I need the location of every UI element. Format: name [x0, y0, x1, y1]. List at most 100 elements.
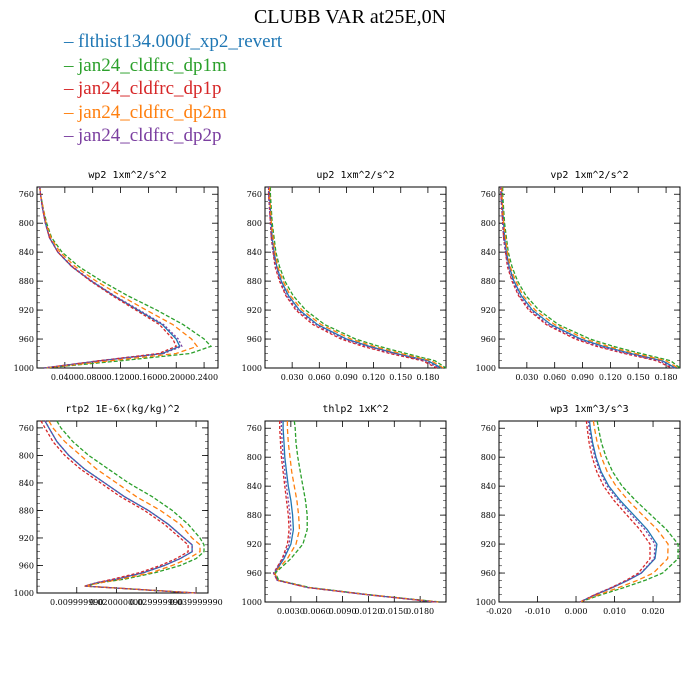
y-tick-label: 880: [481, 511, 496, 520]
y-tick-label: 800: [481, 453, 496, 462]
y-tick-label: 960: [481, 335, 496, 344]
series-line: [501, 187, 676, 369]
series-line: [274, 420, 441, 603]
x-tick-label: 0.000: [565, 607, 588, 616]
y-tick-label: 840: [19, 248, 34, 257]
x-tick-label: 0.2400: [190, 373, 218, 382]
series-line: [44, 420, 197, 594]
figure-title: CLUBB VAR at25E,0N: [253, 6, 447, 28]
x-tick-label: 0.010: [603, 607, 626, 616]
x-tick-label: 0.030: [281, 373, 304, 382]
x-tick-label: 0.0120: [354, 607, 382, 616]
series-line: [39, 186, 183, 369]
y-tick-label: 920: [481, 540, 496, 549]
series-line: [48, 420, 201, 594]
series-line: [579, 420, 679, 603]
x-tick-label: 0.0090: [329, 607, 357, 616]
x-tick-label: 0.009999990: [50, 598, 103, 607]
plot-frame: [36, 420, 209, 594]
panel-title: thlp2 1xK^2: [322, 404, 388, 415]
y-tick-label: 920: [247, 306, 262, 315]
series-line: [500, 187, 674, 369]
legend: – flthist134.000f_xp2_revert – jan24_cldfr…: [64, 30, 282, 148]
series-line: [56, 420, 205, 594]
y-tick-label: 880: [247, 511, 262, 520]
x-tick-label: 0.0150: [380, 607, 408, 616]
y-tick-label: 840: [19, 479, 34, 488]
x-tick-label: 0.029999990: [130, 598, 183, 607]
x-tick-label: 0.060: [543, 373, 566, 382]
legend-item: – jan24_cldfrc_dp2m: [64, 101, 282, 125]
y-tick-label: 1000: [242, 364, 262, 373]
series-line: [500, 187, 672, 369]
y-tick-label: 800: [247, 453, 262, 462]
y-tick-label: 880: [481, 277, 496, 286]
y-tick-label: 840: [481, 248, 496, 257]
series-line: [501, 187, 679, 369]
y-tick-label: 880: [247, 277, 262, 286]
x-tick-label: 0.0400: [51, 373, 79, 382]
panel-title: up2 1xm^2/s^2: [316, 170, 394, 181]
y-tick-label: 840: [247, 248, 262, 257]
legend-label: flthist134.000f_xp2_revert: [78, 31, 283, 52]
series-line: [40, 420, 197, 594]
series-line: [579, 420, 656, 603]
plot-frame: [264, 186, 447, 369]
y-tick-label: 800: [247, 219, 262, 228]
x-tick-label: 0.030: [515, 373, 538, 382]
legend-line-icon: –: [64, 125, 74, 146]
series-line: [272, 421, 436, 603]
y-tick-label: 960: [247, 335, 262, 344]
legend-label: jan24_cldfrc_dp2m: [78, 101, 227, 123]
panel-title: vp2 1xm^2/s^2: [550, 170, 628, 181]
y-tick-label: 800: [19, 451, 34, 460]
legend-item: – flthist134.000f_xp2_revert: [64, 30, 282, 54]
y-tick-label: 1000: [476, 598, 496, 607]
y-tick-label: 840: [247, 482, 262, 491]
series-line: [273, 421, 439, 603]
x-tick-label: 0.0800: [79, 373, 107, 382]
legend-label: jan24_cldfrc_dp1m: [78, 54, 227, 76]
legend-line-icon: –: [64, 31, 74, 52]
y-tick-label: 960: [19, 561, 34, 570]
y-tick-label: 960: [247, 569, 262, 578]
legend-label: jan24_cldfrc_dp2p: [78, 125, 222, 146]
y-tick-label: 800: [19, 219, 34, 228]
legend-line-icon: –: [64, 78, 74, 99]
y-tick-label: 760: [247, 190, 262, 199]
legend-item: – jan24_cldfrc_dp2p: [64, 124, 282, 148]
x-tick-label: 0.0180: [406, 607, 434, 616]
x-tick-label: 0.020000000: [90, 598, 143, 607]
y-tick-label: 920: [19, 306, 34, 315]
x-tick-label: 0.150: [389, 373, 412, 382]
x-tick-label: 0.180: [416, 373, 439, 382]
y-tick-label: 960: [19, 335, 34, 344]
x-tick-label: 0.2000: [162, 373, 190, 382]
y-tick-label: 960: [481, 569, 496, 578]
series-line: [272, 421, 437, 603]
series-line: [502, 187, 681, 369]
x-tick-label: 0.090: [335, 373, 358, 382]
x-tick-label: 0.039999990: [169, 598, 222, 607]
legend-line-icon: –: [64, 54, 74, 76]
x-tick-label: 0.0030: [277, 607, 305, 616]
series-line: [579, 420, 669, 603]
y-tick-label: 800: [481, 219, 496, 228]
y-tick-label: 840: [481, 482, 496, 491]
panel-title: rtp2 1E-6x(kg/kg)^2: [65, 404, 179, 415]
y-tick-label: 1000: [14, 589, 34, 598]
x-tick-label: -0.020: [486, 607, 512, 616]
series-line: [39, 186, 213, 369]
x-tick-label: 0.090: [571, 373, 594, 382]
x-tick-label: 0.0060: [303, 607, 331, 616]
x-tick-label: -0.010: [525, 607, 551, 616]
legend-line-icon: –: [64, 101, 74, 123]
x-tick-label: 0.1600: [134, 373, 162, 382]
series-line: [267, 187, 440, 369]
plot-frame: [498, 186, 681, 369]
y-tick-label: 880: [19, 506, 34, 515]
series-line: [39, 186, 178, 369]
series-line: [579, 420, 658, 603]
plot-frame: [36, 186, 219, 369]
